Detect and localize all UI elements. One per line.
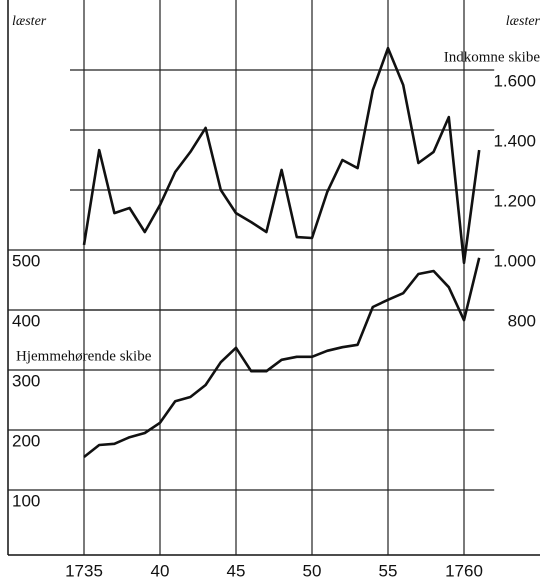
- y2-tick-label: 800: [508, 311, 536, 330]
- y2-tick-label: 1.200: [493, 191, 536, 210]
- x-tick-label: 45: [227, 561, 246, 580]
- y2-tick-label: 1.000: [493, 251, 536, 270]
- series-label: Indkomne skibe: [444, 49, 541, 65]
- y-tick-label: 400: [12, 311, 40, 330]
- y-tick-label: 300: [12, 371, 40, 390]
- y-tick-label: 100: [12, 491, 40, 510]
- series-line: [83, 257, 481, 459]
- y2-tick-label: 1.600: [493, 71, 536, 90]
- x-tick-label: 1760: [445, 561, 483, 580]
- y2-tick-label: 1.400: [493, 131, 536, 150]
- x-tick-label: 1735: [65, 561, 103, 580]
- x-tick-label: 50: [303, 561, 322, 580]
- y-tick-label: 200: [12, 431, 40, 450]
- y2-axis-label: læster: [506, 14, 541, 29]
- x-tick-label: 55: [379, 561, 398, 580]
- series-line: [82, 46, 481, 265]
- y-axis-label: læster: [12, 14, 47, 29]
- x-tick-label: 40: [151, 561, 170, 580]
- y-tick-label: 500: [12, 251, 40, 270]
